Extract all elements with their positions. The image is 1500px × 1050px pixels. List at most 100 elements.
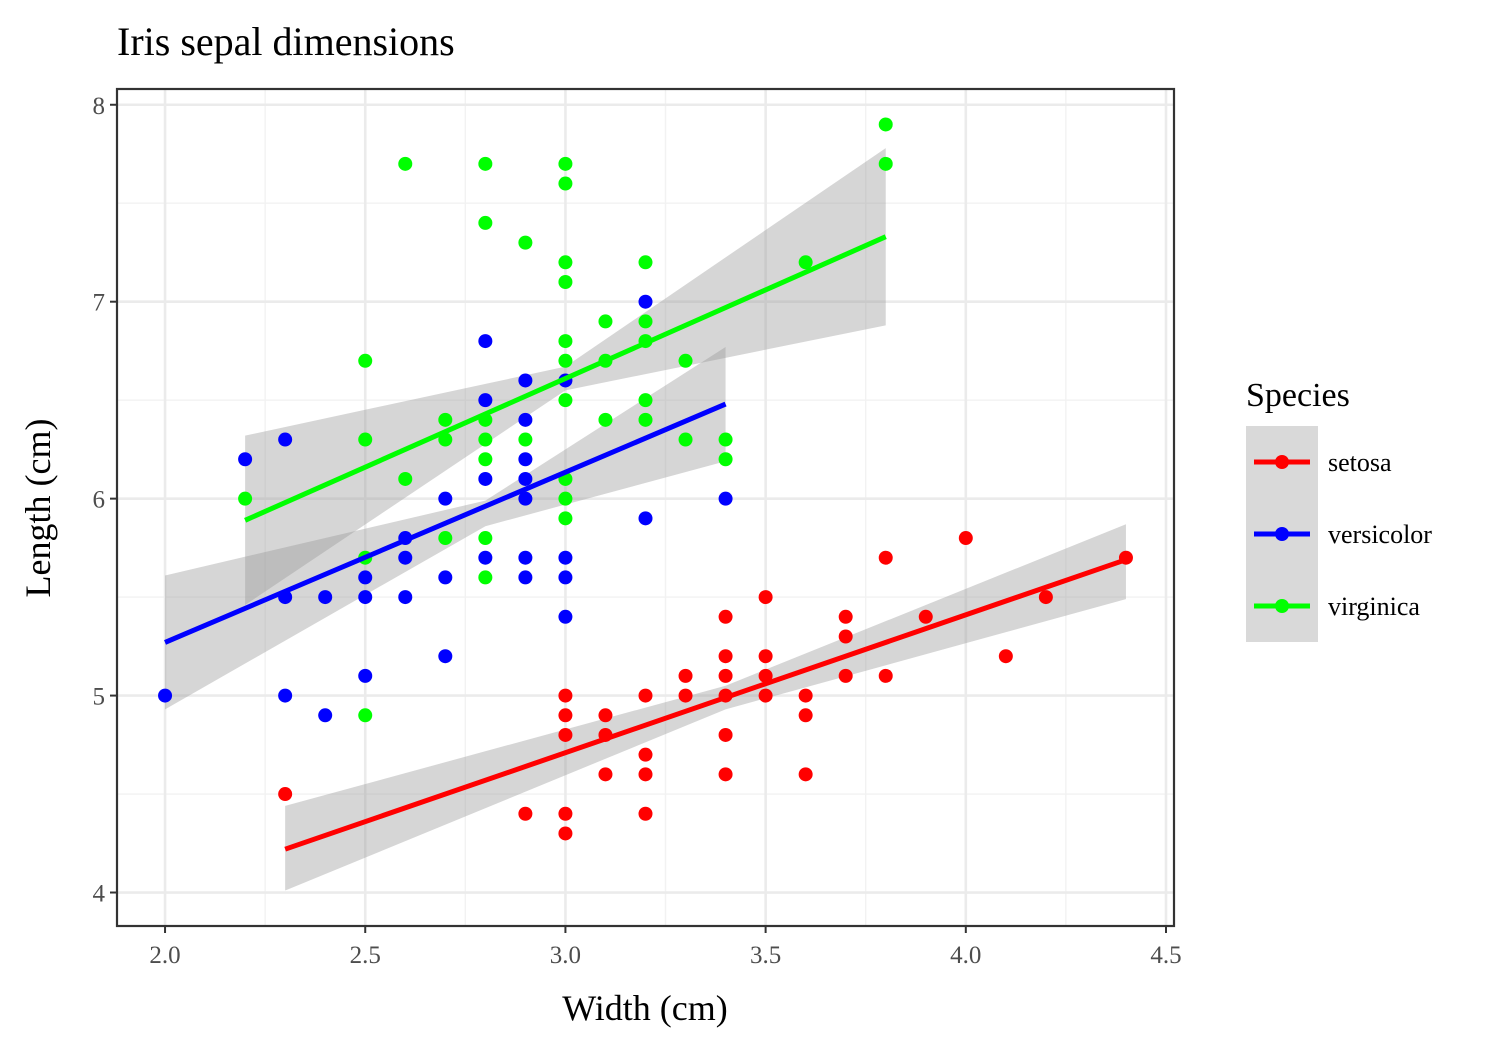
point-virginica bbox=[678, 353, 693, 368]
x-tick-label: 4.0 bbox=[950, 942, 981, 969]
point-versicolor bbox=[558, 550, 573, 565]
point-setosa bbox=[798, 688, 813, 703]
point-versicolor bbox=[518, 570, 533, 585]
point-virginica bbox=[878, 156, 893, 171]
point-versicolor bbox=[518, 452, 533, 467]
point-setosa bbox=[718, 609, 733, 624]
point-virginica bbox=[718, 432, 733, 447]
legend-point-setosa bbox=[1275, 455, 1289, 469]
point-setosa bbox=[758, 688, 773, 703]
point-virginica bbox=[598, 314, 613, 329]
point-versicolor bbox=[558, 609, 573, 624]
axis-ticks: 2.0 2.5 3.0 3.5 4.0 4.5 4 5 6 7 8 bbox=[93, 93, 1182, 969]
point-versicolor bbox=[478, 471, 493, 486]
point-virginica bbox=[478, 452, 493, 467]
point-virginica bbox=[238, 491, 253, 506]
point-versicolor bbox=[278, 688, 293, 703]
point-virginica bbox=[478, 570, 493, 585]
point-versicolor bbox=[638, 294, 653, 309]
point-virginica bbox=[558, 491, 573, 506]
point-virginica bbox=[558, 255, 573, 270]
fit-line-versicolor bbox=[164, 401, 727, 645]
point-virginica bbox=[558, 353, 573, 368]
point-versicolor bbox=[358, 590, 373, 605]
point-virginica bbox=[558, 511, 573, 526]
point-setosa bbox=[998, 649, 1013, 664]
point-versicolor bbox=[398, 590, 413, 605]
fit-lines bbox=[164, 234, 1127, 852]
point-virginica bbox=[438, 412, 453, 427]
point-versicolor bbox=[358, 668, 373, 683]
y-tick-label: 7 bbox=[93, 290, 106, 317]
point-virginica bbox=[678, 432, 693, 447]
legend-label-virginica: virginica bbox=[1328, 592, 1420, 621]
y-tick-label: 4 bbox=[93, 881, 106, 908]
chart-title: Iris sepal dimensions bbox=[117, 19, 455, 64]
point-setosa bbox=[558, 688, 573, 703]
point-setosa bbox=[798, 767, 813, 782]
point-setosa bbox=[718, 668, 733, 683]
fit-line-setosa bbox=[284, 557, 1127, 852]
point-setosa bbox=[598, 708, 613, 723]
point-setosa bbox=[598, 767, 613, 782]
point-setosa bbox=[678, 668, 693, 683]
point-virginica bbox=[558, 275, 573, 290]
point-setosa bbox=[718, 767, 733, 782]
legend-point-versicolor bbox=[1275, 527, 1289, 541]
point-virginica bbox=[438, 432, 453, 447]
point-virginica bbox=[558, 334, 573, 349]
x-tick-label: 2.0 bbox=[149, 942, 180, 969]
point-setosa bbox=[518, 806, 533, 821]
point-virginica bbox=[518, 235, 533, 250]
point-versicolor bbox=[638, 511, 653, 526]
y-axis-title: Length (cm) bbox=[18, 419, 58, 598]
point-setosa bbox=[278, 787, 293, 802]
point-versicolor bbox=[518, 550, 533, 565]
point-versicolor bbox=[238, 452, 253, 467]
point-setosa bbox=[758, 668, 773, 683]
point-versicolor bbox=[518, 471, 533, 486]
confidence-band-setosa bbox=[285, 524, 1126, 891]
point-setosa bbox=[638, 767, 653, 782]
point-versicolor bbox=[158, 688, 173, 703]
point-setosa bbox=[638, 688, 653, 703]
point-versicolor bbox=[718, 491, 733, 506]
point-setosa bbox=[878, 668, 893, 683]
point-virginica bbox=[398, 156, 413, 171]
legend-label-setosa: setosa bbox=[1328, 448, 1392, 477]
x-tick-label: 3.0 bbox=[550, 942, 581, 969]
y-tick-label: 6 bbox=[93, 487, 106, 514]
point-setosa bbox=[638, 806, 653, 821]
point-versicolor bbox=[438, 491, 453, 506]
point-setosa bbox=[558, 826, 573, 841]
point-virginica bbox=[358, 353, 373, 368]
point-versicolor bbox=[398, 550, 413, 565]
point-versicolor bbox=[518, 412, 533, 427]
legend: Species setosa versicolor virginica bbox=[1246, 377, 1432, 642]
point-versicolor bbox=[518, 373, 533, 388]
x-tick-label: 4.5 bbox=[1150, 942, 1181, 969]
point-setosa bbox=[678, 688, 693, 703]
point-versicolor bbox=[478, 393, 493, 408]
legend-label-versicolor: versicolor bbox=[1328, 520, 1432, 549]
legend-title: Species bbox=[1246, 377, 1350, 414]
point-virginica bbox=[638, 255, 653, 270]
point-setosa bbox=[758, 649, 773, 664]
data-points bbox=[158, 117, 1133, 841]
x-tick-label: 3.5 bbox=[750, 942, 781, 969]
point-virginica bbox=[558, 156, 573, 171]
point-virginica bbox=[598, 412, 613, 427]
point-setosa bbox=[558, 708, 573, 723]
y-tick-label: 5 bbox=[93, 684, 106, 711]
point-setosa bbox=[878, 550, 893, 565]
x-axis-title: Width (cm) bbox=[562, 988, 728, 1028]
point-setosa bbox=[838, 668, 853, 683]
point-virginica bbox=[718, 452, 733, 467]
point-versicolor bbox=[318, 590, 333, 605]
plot-panel bbox=[117, 89, 1174, 926]
point-setosa bbox=[718, 649, 733, 664]
point-virginica bbox=[558, 176, 573, 191]
point-setosa bbox=[838, 609, 853, 624]
point-versicolor bbox=[478, 334, 493, 349]
